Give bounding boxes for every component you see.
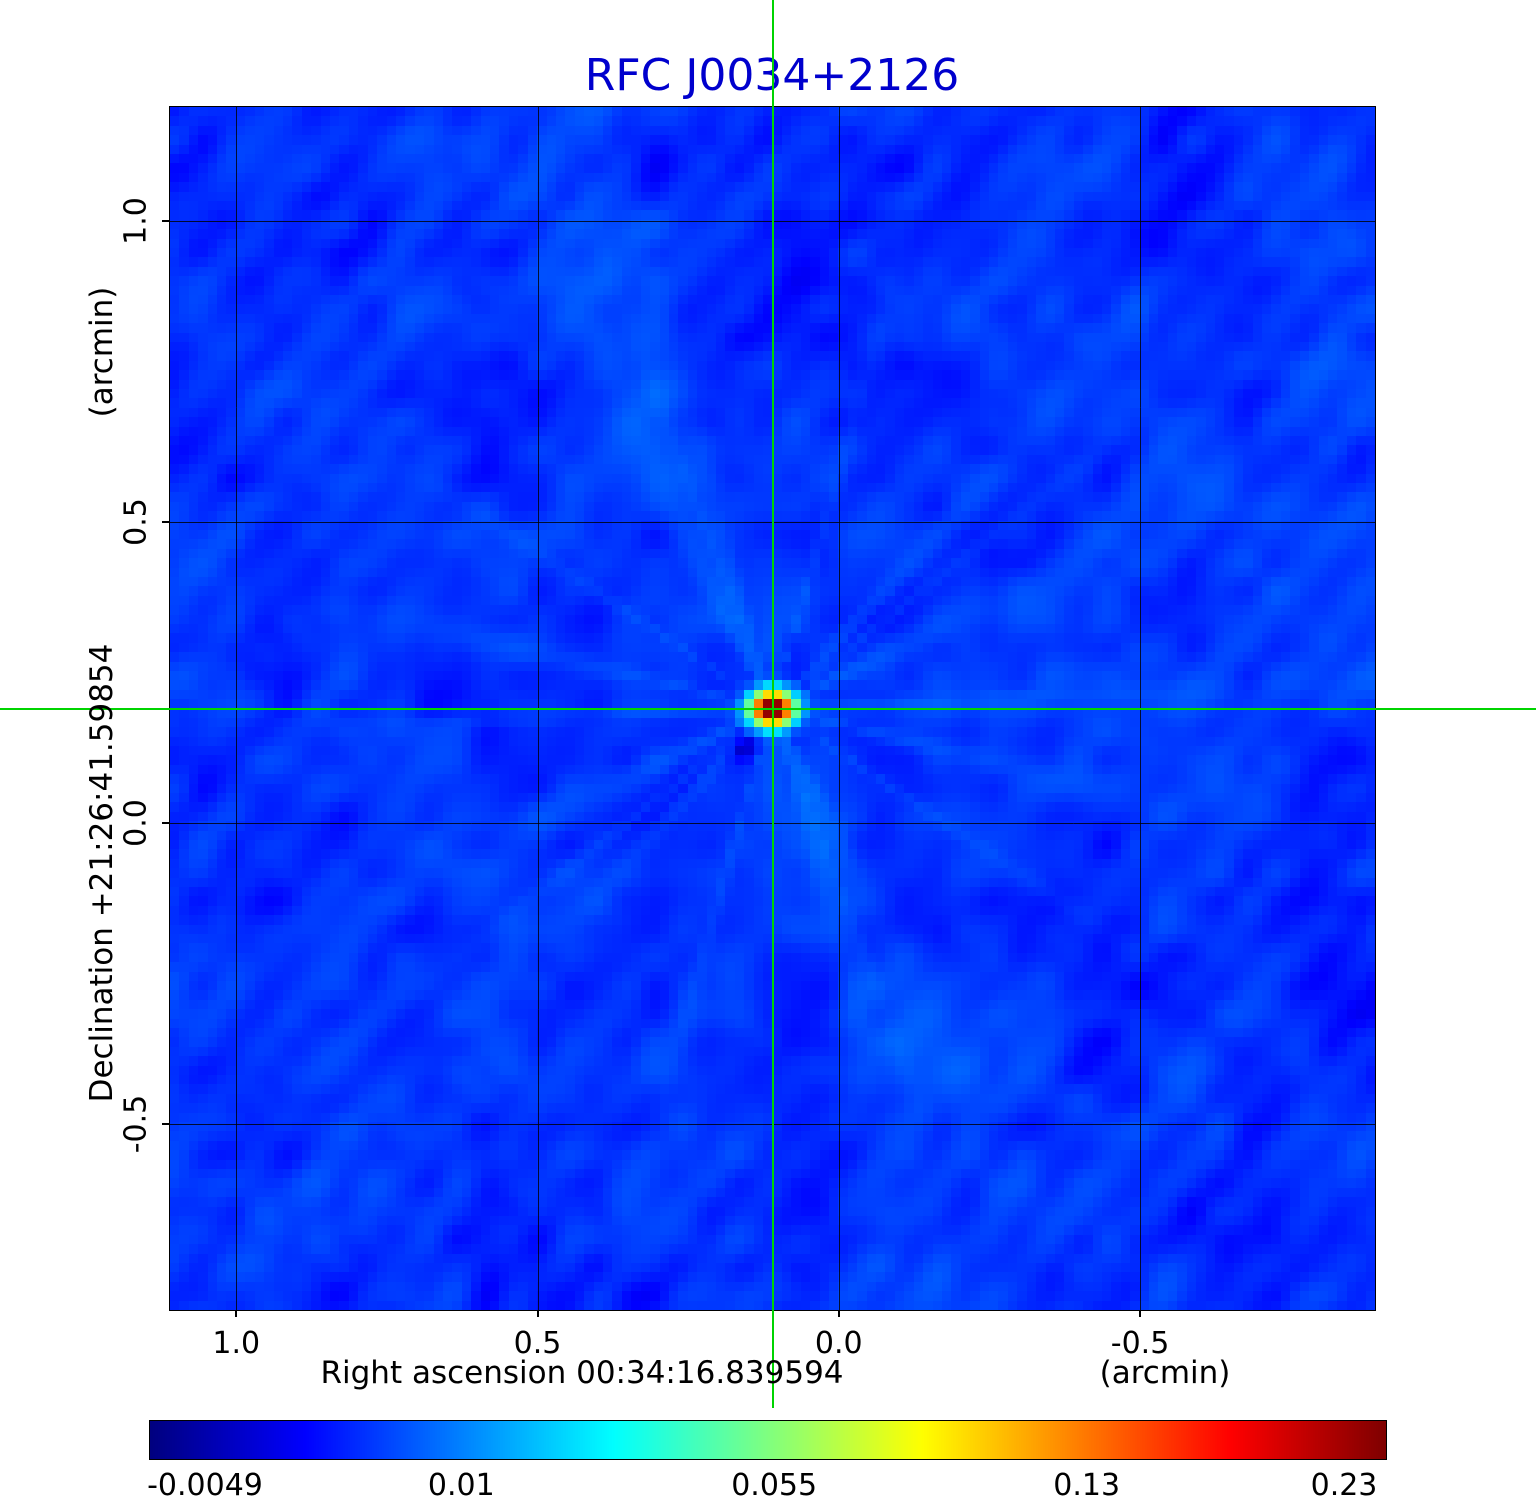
x-tick-label: -0.5 — [1110, 1326, 1170, 1361]
y-tick-label: 1.0 — [118, 197, 154, 246]
colorbar-tick-label: 0.01 — [427, 1468, 495, 1503]
y-tick-mark — [162, 821, 169, 824]
x-tick-mark — [837, 1310, 840, 1317]
colorbar-tick-label: 0.23 — [1310, 1468, 1378, 1503]
x-tick-label: 1.0 — [212, 1326, 261, 1361]
colorbar-tick-label: 0.055 — [731, 1468, 818, 1503]
colorbar — [150, 1421, 1386, 1459]
y-tick-label: -0.5 — [118, 1094, 154, 1153]
y-axis-unit: (arcmin) — [84, 286, 120, 418]
x-axis-unit: (arcmin) — [1099, 1355, 1231, 1391]
y-tick-mark — [162, 220, 169, 223]
x-tick-mark — [536, 1310, 539, 1317]
x-tick-mark — [235, 1310, 238, 1317]
y-tick-mark — [162, 521, 169, 524]
y-tick-mark — [162, 1122, 169, 1125]
colorbar-tick-label: 0.13 — [1053, 1468, 1121, 1503]
y-axis-label: Declination +21:26:41.59854 — [84, 643, 120, 1103]
x-tick-label: 0.0 — [814, 1326, 863, 1361]
radio-map-heatmap — [170, 107, 1375, 1310]
y-tick-label: 0.0 — [118, 798, 154, 847]
x-tick-label: 0.5 — [513, 1326, 562, 1361]
y-tick-label: 0.5 — [118, 498, 154, 546]
x-axis-label: Right ascension 00:34:16.839594 — [320, 1355, 844, 1391]
x-tick-mark — [1139, 1310, 1142, 1317]
chart-title: RFC J0034+2126 — [584, 50, 960, 101]
colorbar-tick-label: -0.0049 — [147, 1468, 263, 1503]
